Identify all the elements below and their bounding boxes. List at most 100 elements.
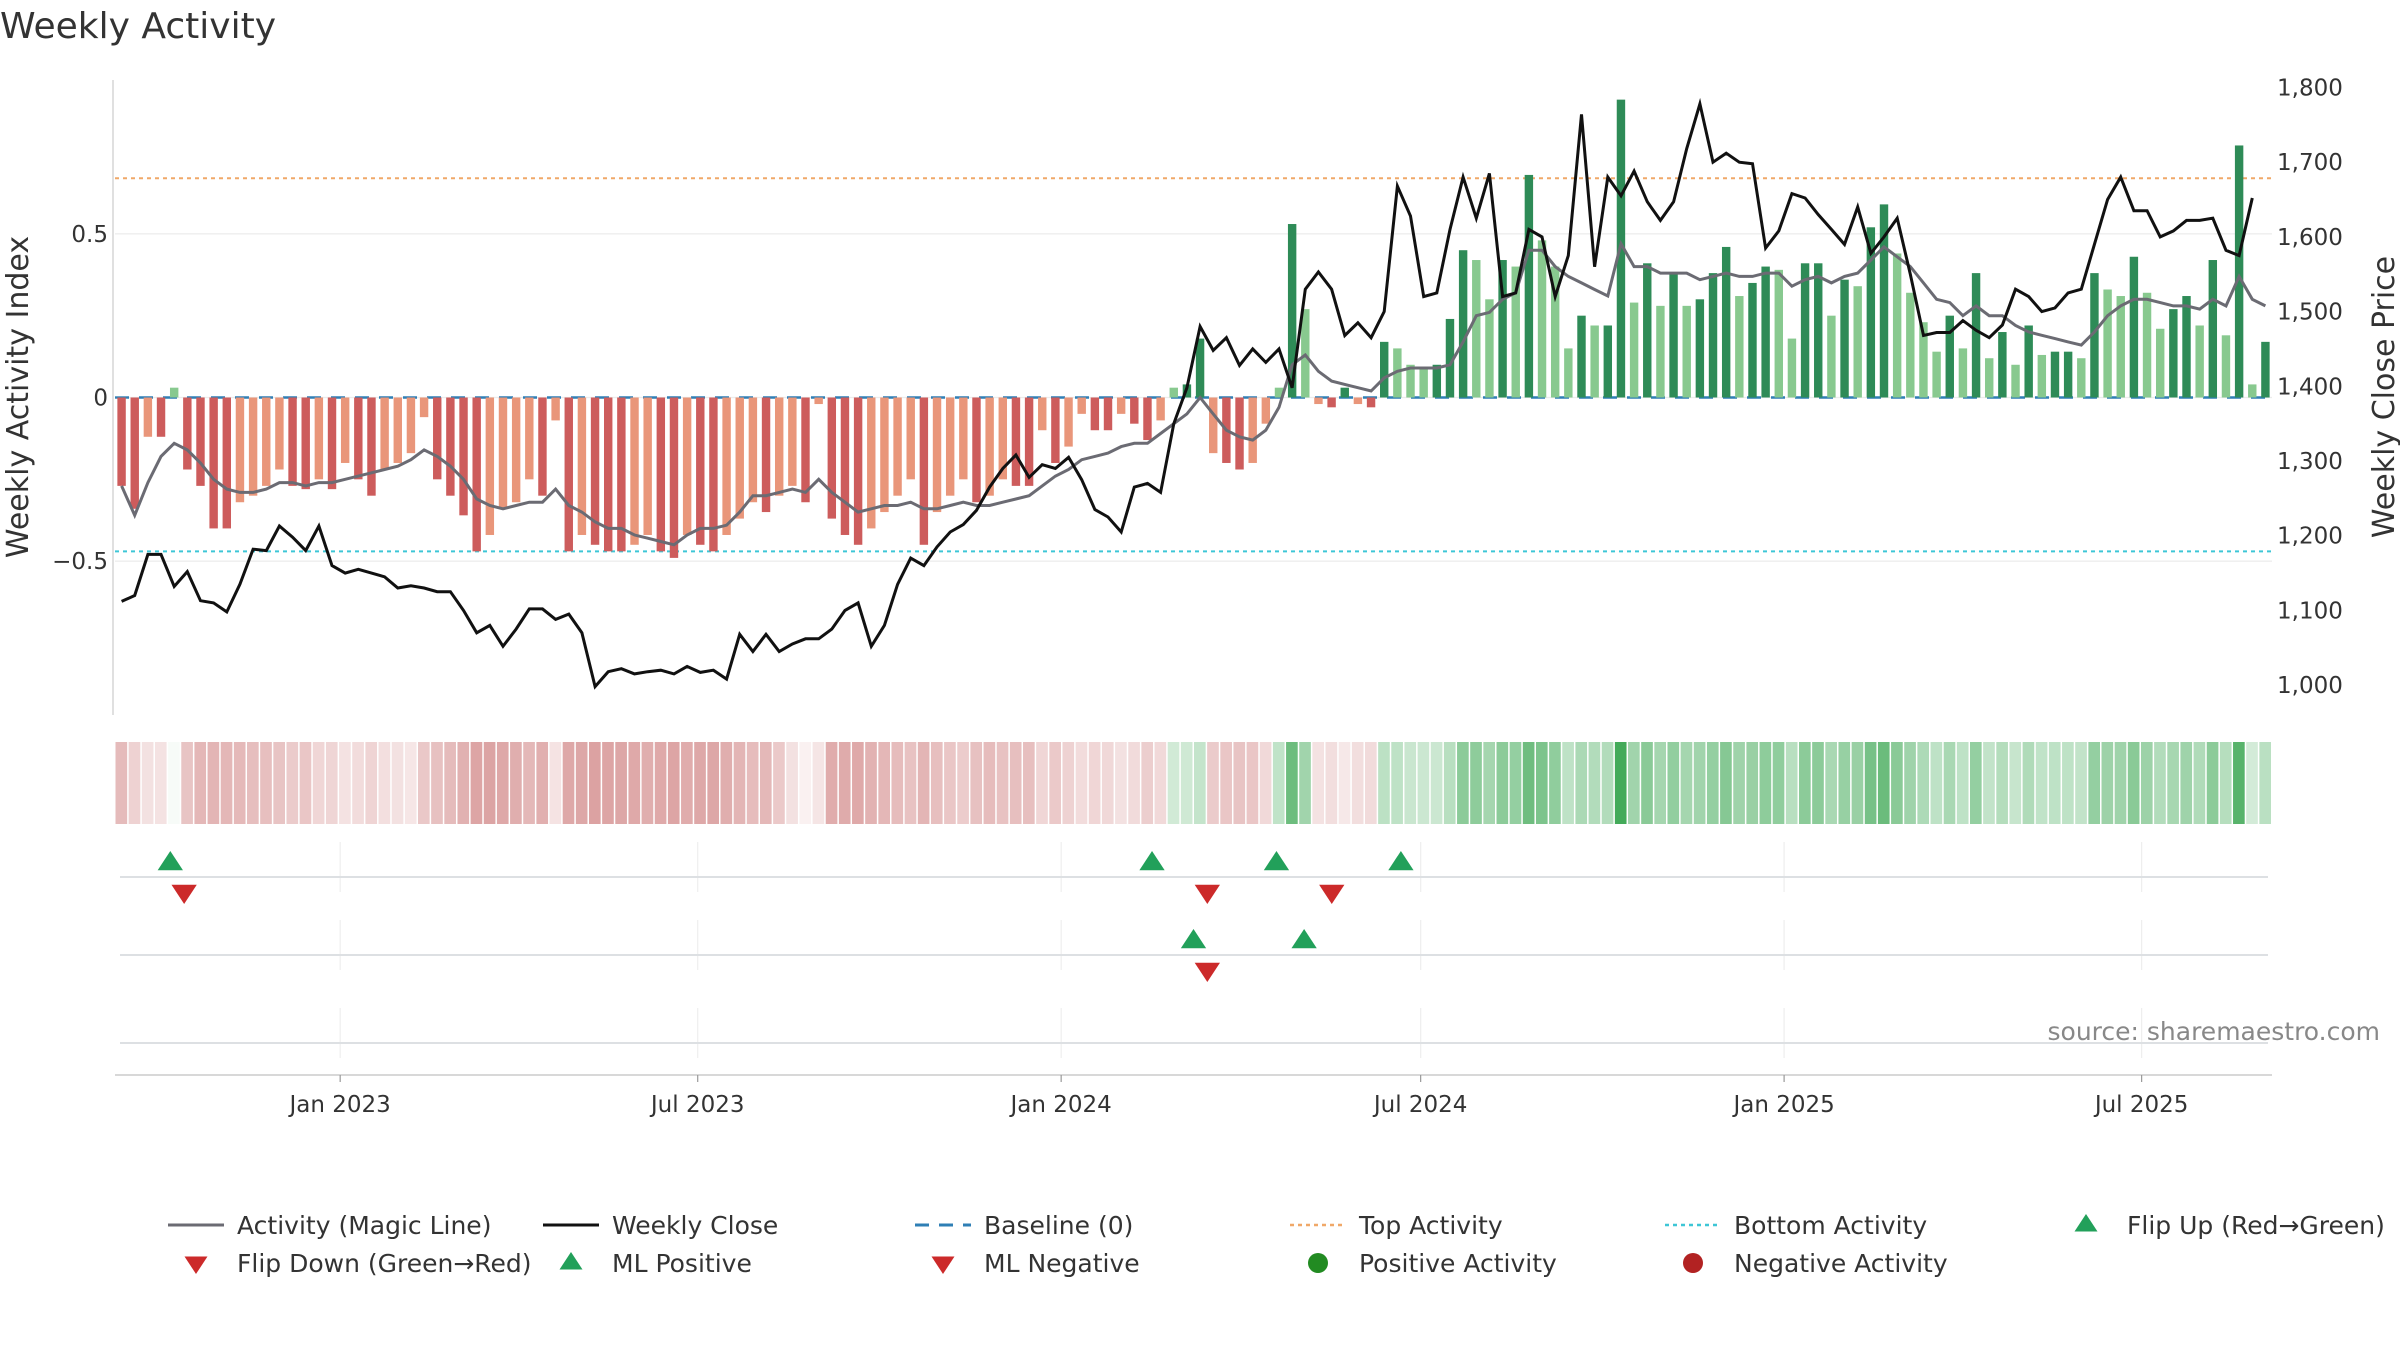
heat-cell: [1457, 742, 1469, 824]
activity-bar: [761, 397, 771, 513]
axes: 0.5 0 −0.5 1,000 1,100 1,200 1,300 1,400 1,500 1,…: [52, 75, 2343, 715]
y-axis-right-label: Weekly Close Price: [2367, 256, 2400, 538]
legend-item: Flip Up (Red→Green): [2074, 1211, 2385, 1240]
activity-bar: [985, 397, 994, 496]
activity-bar: [998, 397, 1007, 480]
heat-cell: [1509, 742, 1522, 824]
flip-down-marker: [171, 884, 197, 904]
heat-cell: [365, 742, 378, 824]
activity-bar: [590, 397, 600, 545]
heat-cell: [1404, 742, 1417, 824]
activity-bar: [1353, 397, 1363, 405]
legend-item: Positive Activity: [1308, 1249, 1557, 1278]
heat-cell: [1338, 742, 1351, 824]
activity-bar: [2090, 273, 2099, 398]
legend-item: Negative Activity: [1683, 1249, 1948, 1278]
heat-cell: [904, 742, 917, 824]
activity-bar: [1669, 273, 1678, 398]
y-right-tick-label: 1,100: [2277, 598, 2343, 624]
heat-cell: [852, 742, 864, 824]
heat-cell: [1154, 742, 1167, 824]
heat-cell: [1522, 742, 1535, 824]
activity-bar: [446, 397, 455, 496]
activity-bar: [314, 397, 324, 480]
activity-bar: [906, 397, 915, 480]
activity-bar: [604, 397, 613, 552]
activity-bar: [2169, 309, 2178, 398]
activity-bar: [564, 397, 573, 552]
heat-cell: [496, 742, 509, 824]
activity-bar: [169, 387, 179, 398]
flip-up-marker: [1139, 851, 1165, 871]
heat-cell: [1930, 742, 1943, 824]
activity-bar: [1577, 315, 1586, 398]
legend-swatch-triangle-up: [2074, 1214, 2098, 1232]
heat-cell: [312, 742, 325, 824]
heat-cell: [1904, 742, 1916, 824]
heat-cell: [1799, 742, 1811, 824]
flip-down-marker: [1194, 884, 1220, 904]
heat-cell: [404, 742, 417, 824]
heat-cell: [1207, 742, 1219, 824]
legend-label: Baseline (0): [984, 1211, 1133, 1240]
ml-down-marker: [1194, 962, 1220, 982]
heat-cell: [2219, 742, 2232, 824]
heat-cell: [1851, 742, 1864, 824]
heat-cell: [1917, 742, 1930, 824]
activity-bar: [696, 397, 705, 545]
activity-bar: [2248, 384, 2257, 398]
heat-cell: [891, 742, 904, 824]
y-left-tick-label: −0.5: [52, 549, 108, 575]
heat-cell: [2075, 742, 2087, 824]
y-right-tick-label: 1,500: [2277, 300, 2343, 326]
activity-bar: [1472, 260, 1481, 398]
activity-bar: [2234, 145, 2244, 398]
heat-cell: [154, 742, 167, 824]
legend-label: Negative Activity: [1734, 1249, 1948, 1278]
activity-bar: [1721, 246, 1731, 398]
heat-cell: [378, 742, 391, 824]
heat-cell: [602, 742, 614, 824]
activity-bar: [288, 397, 297, 486]
heat-cell: [194, 742, 207, 824]
activity-bar: [485, 397, 495, 535]
legend-swatch-triangle-down: [931, 1256, 955, 1274]
activity-bar: [1590, 325, 1599, 398]
activity-bar: [1708, 273, 1718, 398]
activity-bar: [354, 397, 363, 480]
heat-cell: [1956, 742, 1969, 824]
heat-cell: [707, 742, 720, 824]
heat-cell: [786, 742, 798, 824]
legend-swatch-triangle-down: [184, 1256, 208, 1274]
heat-cell: [549, 742, 562, 824]
heat-cell: [273, 742, 285, 824]
heat-cell: [1969, 742, 1982, 824]
activity-bar: [1011, 397, 1021, 486]
activity-bar: [183, 397, 192, 470]
heat-cell: [1299, 742, 1311, 824]
heat-cell: [1864, 742, 1877, 824]
heat-cell: [2180, 742, 2193, 824]
y-right-tick-label: 1,300: [2277, 449, 2343, 475]
heat-cell: [2154, 742, 2166, 824]
flip-up-marker: [1263, 851, 1290, 871]
y-right-tick-label: 1,600: [2277, 225, 2343, 251]
activity-bar: [1024, 397, 1034, 486]
activity-bar: [1064, 397, 1073, 447]
heat-cell: [1141, 742, 1154, 824]
activity-bar: [130, 397, 139, 509]
x-tick-label: Jul 2024: [1372, 1092, 1468, 1118]
activity-bar: [1879, 204, 1889, 398]
activity-bar: [853, 397, 863, 545]
heat-cell: [2193, 742, 2206, 824]
activity-bar: [196, 397, 205, 486]
activity-bar: [2261, 341, 2270, 398]
heat-cell: [865, 742, 877, 824]
heat-cell: [1654, 742, 1666, 824]
x-tick-label: Jan 2024: [1009, 1092, 1112, 1118]
y-right-tick-label: 1,800: [2277, 75, 2343, 101]
activity-bar: [840, 397, 850, 535]
legend-swatch-dot: [1308, 1253, 1328, 1273]
activity-bar: [459, 397, 468, 516]
weekly-close-series: [120, 97, 2254, 690]
